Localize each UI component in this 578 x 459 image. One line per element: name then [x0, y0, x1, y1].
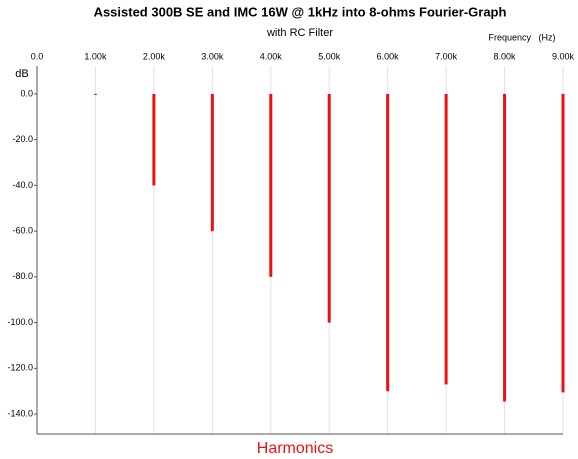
bar: [561, 93, 565, 393]
bar: [269, 93, 273, 277]
x-tick-label: 4.00k: [260, 51, 283, 61]
x-axis-top-label: Frequency (Hz): [488, 32, 555, 42]
y-tick-label: -60.0: [12, 226, 33, 236]
bar: [444, 93, 448, 385]
y-tick-label: -20.0: [12, 134, 33, 144]
y-tick-label: -80.0: [12, 271, 33, 281]
chart-title: Assisted 300B SE and IMC 16W @ 1kHz into…: [94, 4, 507, 19]
bar: [152, 93, 156, 186]
x-tick-label: 8.00k: [494, 51, 517, 61]
x-tick-label: 9.00k: [552, 51, 575, 61]
y-axis-label: dB: [15, 68, 28, 80]
x-tick-label: 0.0: [31, 51, 44, 61]
y-tick-label: 0.0: [20, 88, 33, 98]
bar: [503, 93, 507, 402]
y-tick-label: -40.0: [12, 180, 33, 190]
bar: [93, 93, 97, 95]
x-tick-label: 1.00k: [84, 51, 107, 61]
bar: [327, 93, 331, 323]
bar: [386, 93, 390, 392]
y-tick-label: -140.0: [7, 408, 33, 418]
x-tick-label: 2.00k: [143, 51, 166, 61]
chart-subtitle: with RC Filter: [266, 27, 333, 39]
y-tick-label: -100.0: [7, 317, 33, 327]
x-tick-label: 7.00k: [435, 51, 458, 61]
x-tick-label: 6.00k: [377, 51, 400, 61]
x-axis-label: Harmonics: [257, 440, 333, 457]
x-tick-label: 5.00k: [318, 51, 341, 61]
y-tick-label: -120.0: [7, 363, 33, 373]
x-tick-label: 3.00k: [201, 51, 224, 61]
bar: [210, 93, 214, 232]
